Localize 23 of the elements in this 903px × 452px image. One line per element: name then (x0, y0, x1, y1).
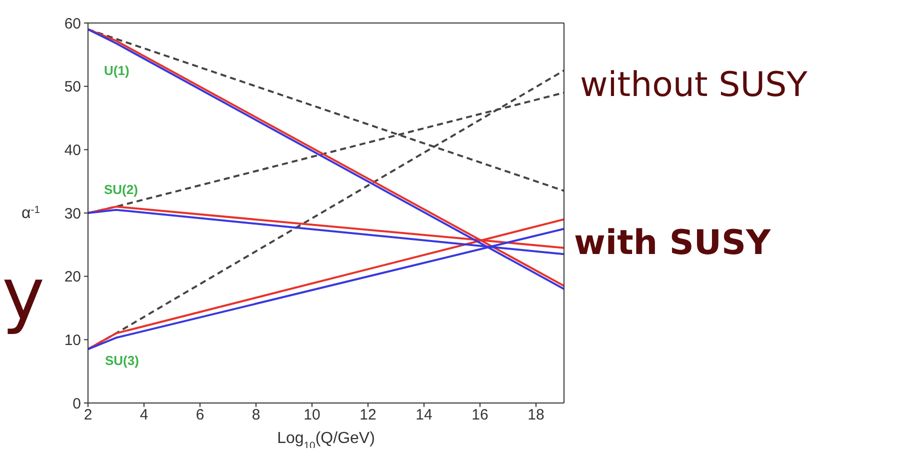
y-tick-label: 10 (64, 332, 81, 349)
y-tick-label: 30 (64, 205, 81, 222)
y-tick-label: 50 (64, 78, 81, 96)
annotation: SU(2) (104, 182, 138, 197)
y-tick-label: 20 (64, 268, 81, 286)
x-tick-label: 18 (528, 406, 544, 424)
text: y (2, 252, 45, 336)
x-tick-label: 10 (304, 406, 320, 424)
text: without SUSY (580, 65, 808, 105)
x-tick-label: 16 (472, 406, 488, 424)
x-tick-label: 12 (360, 406, 376, 424)
x-tick-label: 8 (252, 406, 260, 424)
annotation: U(1) (104, 63, 130, 78)
x-tick-label: 2 (84, 406, 92, 424)
annotation: SU(3) (105, 353, 139, 368)
y-tick-label: 60 (64, 15, 81, 32)
y-tick-label: 40 (64, 142, 81, 159)
x-tick-label: 14 (416, 406, 432, 424)
x-tick-label: 6 (196, 406, 204, 424)
y-axis-title: α$^{-1}$ (22, 204, 40, 222)
text: with SUSY (574, 223, 771, 263)
y-tick-label: 0 (72, 395, 81, 412)
x-tick-label: 4 (140, 406, 148, 424)
